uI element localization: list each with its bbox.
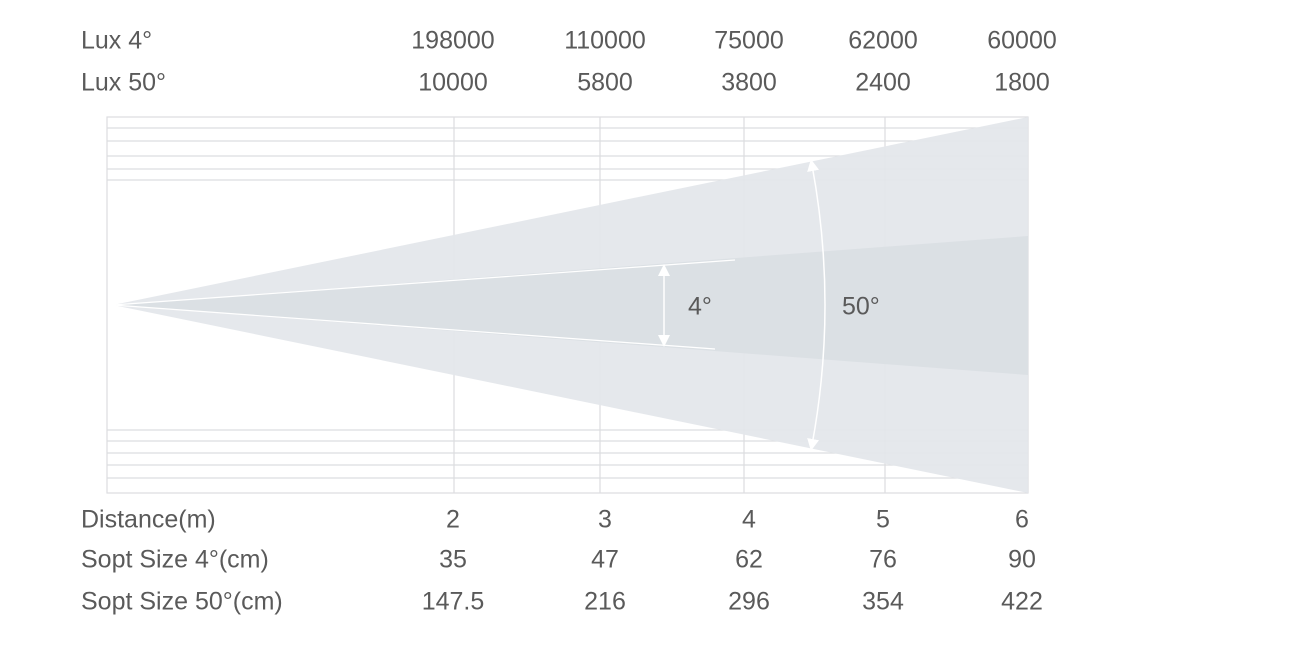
row-value: 76 xyxy=(869,546,897,574)
narrow-edge xyxy=(112,304,716,350)
row-value: 10000 xyxy=(418,69,488,97)
row-label: Lux 4° xyxy=(81,27,152,55)
row-value: 1800 xyxy=(994,69,1050,97)
narrow-angle-label: 4° xyxy=(688,293,712,321)
row-value: 296 xyxy=(728,588,770,616)
chart-area: 4° 50° xyxy=(106,116,1029,494)
wide-arrow xyxy=(807,159,826,451)
row-value: 6 xyxy=(1015,506,1029,534)
row-value: 35 xyxy=(439,546,467,574)
row-value: 90 xyxy=(1008,546,1036,574)
wide-angle-label: 50° xyxy=(842,293,880,321)
row-label: Sopt Size 50°(cm) xyxy=(81,588,283,616)
row-value: 198000 xyxy=(411,27,494,55)
row-value: 62000 xyxy=(848,27,918,55)
row-value: 5800 xyxy=(577,69,633,97)
row-value: 47 xyxy=(591,546,619,574)
row-value: 110000 xyxy=(564,27,646,55)
row-value: 422 xyxy=(1001,588,1043,616)
row-label: Distance(m) xyxy=(81,506,216,534)
row-value: 3 xyxy=(598,506,612,534)
row-value: 216 xyxy=(584,588,626,616)
row-value: 3800 xyxy=(721,69,777,97)
row-value: 60000 xyxy=(987,27,1057,55)
row-value: 354 xyxy=(862,588,904,616)
row-label: Lux 50° xyxy=(81,69,166,97)
row-value: 75000 xyxy=(714,27,784,55)
row-value: 62 xyxy=(735,546,763,574)
row-value: 5 xyxy=(876,506,890,534)
row-value: 2 xyxy=(446,506,460,534)
row-value: 2400 xyxy=(855,69,911,97)
row-label: Sopt Size 4°(cm) xyxy=(81,546,269,574)
row-value: 4 xyxy=(742,506,756,534)
narrow-edge xyxy=(112,259,736,306)
row-value: 147.5 xyxy=(422,588,485,616)
narrow-beam xyxy=(113,236,1028,375)
